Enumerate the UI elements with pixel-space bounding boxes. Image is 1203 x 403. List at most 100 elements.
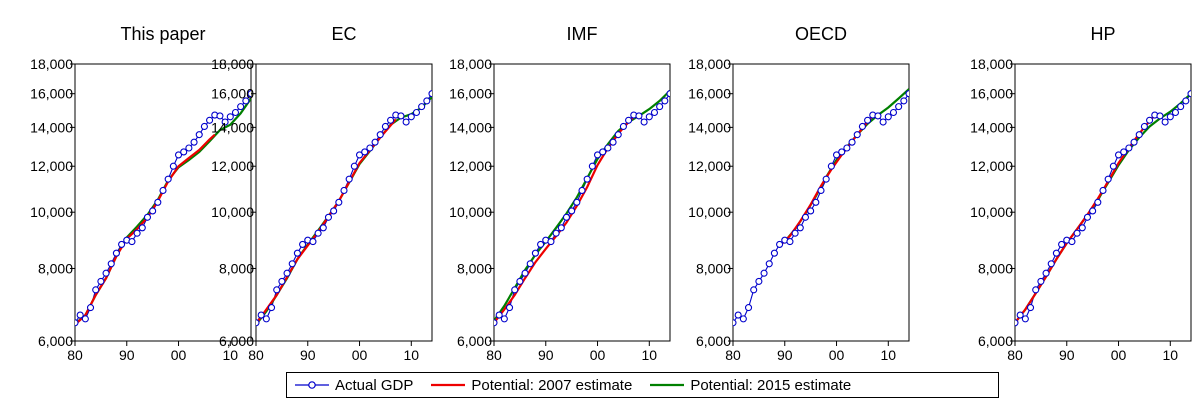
actual-gdp-point [118,240,126,248]
x-tick-label: 10 [642,347,658,363]
y-tick-label: 8,000 [978,260,1013,276]
actual-gdp-point [755,277,763,285]
actual-gdp-point [138,224,146,232]
series-line-pot2015 [256,96,432,326]
y-tick-label: 10,000 [688,204,731,220]
actual-gdp-point [573,198,581,206]
y-tick-label: 12,000 [449,158,492,174]
actual-gdp-point [557,224,565,232]
actual-gdp-point [1114,151,1123,159]
legend-label-pot2007: Potential: 2007 estimate [471,376,633,394]
actual-gdp-point [1047,260,1055,268]
y-tick-label: 8,000 [457,260,492,276]
actual-gdp-point [827,162,835,170]
actual-gdp-point [1016,311,1024,319]
actual-gdp-point [335,198,343,206]
actual-gdp-point [609,138,617,146]
actual-gdp-point [273,286,281,294]
actual-gdp-point [412,108,421,117]
y-tick-label: 14,000 [30,119,73,135]
x-tick-label: 80 [248,347,264,363]
actual-gdp-point [750,286,758,294]
actual-gdp-point [593,151,602,159]
x-tick-label: 90 [777,347,793,363]
actual-gdp-point [537,240,545,248]
actual-gdp-point [1073,229,1081,237]
actual-gdp-point [237,103,245,111]
series-line-pot2015 [1015,92,1191,324]
actual-gdp-point [97,277,105,285]
y-tick-label: 12,000 [970,158,1013,174]
actual-gdp-point [226,113,234,121]
y-tick-label: 18,000 [30,56,73,72]
actual-gdp-point [1135,131,1143,139]
actual-gdp-point [154,198,162,206]
actual-gdp-point [418,103,426,111]
actual-gdp-point [216,112,224,120]
y-tick-label: 10,000 [970,204,1013,220]
panel-title: IMF [567,24,598,44]
y-tick-label: 14,000 [688,119,731,135]
y-tick-label: 10,000 [211,204,254,220]
actual-gdp-point [1146,116,1154,124]
actual-gdp-point [1099,186,1107,195]
panel-title: OECD [795,24,847,44]
actual-gdp-point [247,90,251,98]
actual-gdp-point [884,113,892,121]
actual-gdp-point [588,162,596,170]
y-tick-label: 6,000 [457,333,492,349]
actual-gdp-point [1182,97,1190,105]
actual-gdp-point [1140,122,1148,131]
panel-frame [1014,63,1192,342]
actual-gdp-point [526,260,534,268]
x-tick-label: 90 [538,347,554,363]
actual-gdp-point [547,238,555,246]
actual-gdp-point [733,319,737,327]
actual-gdp-point [1058,240,1066,248]
y-tick-label: 8,000 [219,260,254,276]
actual-gdp-point [505,304,514,312]
actual-gdp-point [1171,108,1180,117]
actual-gdp-point [361,148,369,156]
x-tick-label: 10 [223,347,239,363]
y-tick-label: 6,000 [38,333,73,349]
actual-gdp-point [293,249,301,257]
actual-gdp-point [511,286,519,294]
actual-gdp-point [81,315,89,323]
actual-gdp-point [112,249,120,257]
legend-item-pot2015: Potential: 2015 estimate [642,377,851,394]
actual-gdp-point [267,304,276,312]
panel-frame [74,63,252,342]
actual-gdp-point [288,260,296,268]
actual-gdp-point [801,213,810,221]
actual-gdp-point [174,151,183,159]
actual-gdp-point [521,269,529,277]
actual-gdp-point [879,118,887,126]
y-tick-label: 16,000 [970,86,1013,102]
actual-gdp-point [319,224,327,232]
y-tick-label: 12,000 [30,158,73,174]
actual-gdp-point [552,229,560,237]
actual-gdp-point [143,213,152,221]
actual-gdp-point [387,116,395,124]
actual-gdp-point [583,175,591,183]
actual-gdp-point [1078,224,1086,232]
y-tick-label: 10,000 [30,204,73,220]
actual-gdp-point [164,175,172,183]
actual-gdp-point [619,122,627,131]
series-line-actual [1015,93,1191,324]
actual-gdp-point [1026,304,1035,312]
actual-gdp-point [765,260,773,268]
actual-gdp-point [516,277,524,285]
x-tick-label: 80 [725,347,741,363]
x-tick-label: 80 [67,347,83,363]
actual-gdp-point [278,277,286,285]
legend-pot2015-line-icon [650,383,685,387]
actual-gdp-point [656,103,664,111]
actual-gdp-point [734,311,742,319]
actual-gdp-point [650,108,659,117]
legend-label-actual: Actual GDP [335,376,414,394]
actual-gdp-point [423,97,431,105]
panel-frame [255,63,433,342]
actual-gdp-point [895,103,903,111]
